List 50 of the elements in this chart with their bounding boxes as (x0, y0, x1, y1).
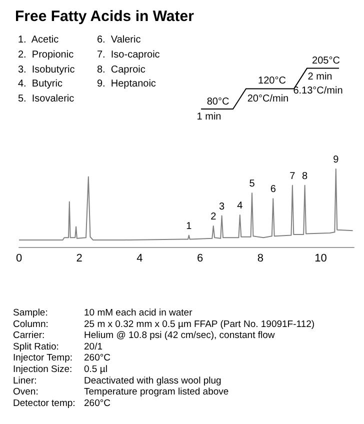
text: 260°C (84, 398, 111, 409)
text: 2 min (308, 72, 332, 82)
text: 20/1 (84, 341, 102, 352)
text: 25 m x 0.32 mm x 0.5 µm FFAP (Part No. 19091F-112) (84, 318, 315, 330)
text: 1. Acetic (18, 34, 59, 46)
text: Carrier: (13, 330, 45, 342)
text: 10 mM each acid in water (84, 308, 192, 318)
text: 3. Isobutyric (18, 64, 75, 76)
text: Oven: (13, 386, 38, 398)
x-tick-label: 0 (16, 252, 22, 264)
annotation: 7 (290, 170, 296, 182)
x-tick-label: 10 (314, 252, 327, 264)
text: 7. Iso-caproic (97, 50, 160, 60)
annotation: 1 (186, 220, 192, 232)
text: 6.13°C/min (293, 86, 343, 96)
text: Detector temp: (13, 398, 76, 409)
text: 1 min (196, 112, 222, 122)
text: 205°C (312, 56, 340, 66)
text: 4. Butyric (18, 78, 62, 90)
annotation: 4 (237, 200, 244, 212)
text: 20°C/min (247, 94, 289, 104)
x-tick-label: 4 (136, 252, 143, 264)
text: Split Ratio: (13, 341, 59, 352)
x-tick-label: 2 (76, 252, 82, 264)
text: Injector Temp: (13, 352, 72, 364)
text: Injection Size: (13, 364, 72, 375)
annotation: 2 (210, 211, 217, 222)
annotation: 5 (249, 178, 256, 190)
text: 260°C (84, 352, 111, 364)
text: 2. Propionic (18, 50, 74, 60)
text: Temperature program listed above (84, 386, 229, 398)
annotation: 9 (333, 154, 340, 166)
text: Column: (13, 318, 48, 330)
text: Deactivated with glass wool plug (84, 375, 222, 386)
x-tick-label: 6 (197, 252, 204, 264)
annotation: 3 (219, 201, 226, 212)
text: 8. Caproic (97, 64, 146, 76)
text: 80°C (206, 96, 230, 108)
text: Helium @ 10.8 psi (42 cm/sec), constant flow (84, 330, 275, 342)
annotation: 8 (302, 170, 308, 182)
annotation: 6 (270, 184, 276, 196)
text: 9. Heptanoic (97, 78, 156, 90)
x-tick-label: 8 (257, 252, 264, 264)
text: 5. Isovaleric (18, 94, 74, 104)
text: Liner: (13, 375, 37, 386)
text: 120°C (258, 76, 286, 86)
text: Sample: (13, 308, 48, 318)
text: 6. Valeric (97, 34, 141, 46)
chart-title: Free Fatty Acids in Water (15, 8, 194, 25)
text: 0.5 µl (84, 364, 108, 375)
